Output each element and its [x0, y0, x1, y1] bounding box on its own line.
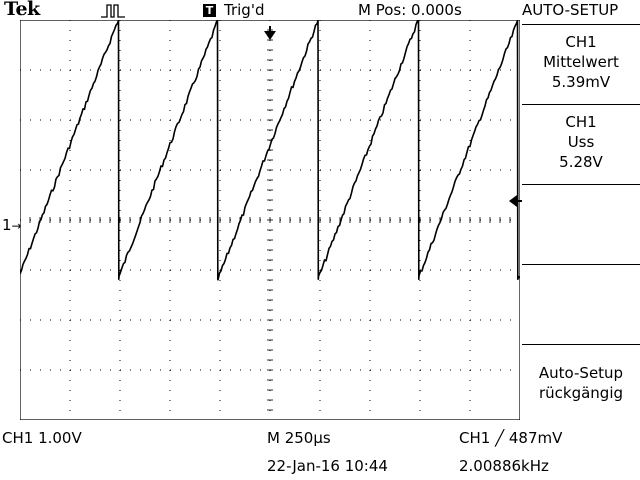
tek-logo: Tek [4, 0, 40, 20]
measurement-channel: CH1 [565, 113, 597, 131]
measurement-channel: CH1 [565, 33, 597, 51]
menu-divider [522, 24, 640, 25]
graticule [20, 20, 520, 420]
frequency: 2.00886kHz [459, 457, 549, 475]
main-position: M Pos: 0.000s [358, 1, 462, 19]
ch1-marker-arrow-icon: → [11, 219, 22, 233]
menu-divider [522, 104, 640, 105]
trigger-status: Trig'd [224, 1, 265, 19]
measurement-mean[interactable]: CH1 Mittelwert 5.39mV [522, 32, 640, 92]
undo-label-line2: rückgängig [538, 384, 624, 402]
acquisition-run-icon [101, 4, 125, 18]
trigger-position-arrow-icon [264, 26, 276, 40]
trigger-level-arrow-icon [509, 195, 522, 207]
autosetup-undo-button[interactable]: Auto-Setup rückgängig [522, 363, 640, 403]
timebase: M 250µs [267, 429, 331, 447]
autosetup-title: AUTO-SETUP [522, 1, 619, 19]
trigger-info: CH1 ╱ 487mV [459, 429, 563, 447]
ch1-marker: 1→ [2, 216, 22, 235]
ch1-waveform [20, 20, 520, 281]
menu-divider [522, 264, 640, 265]
trigger-badge: T [203, 4, 216, 17]
undo-label-line1: Auto-Setup [538, 364, 624, 382]
measurement-label: Uss [567, 133, 595, 151]
measurement-value: 5.39mV [551, 73, 611, 91]
menu-divider [522, 184, 640, 185]
ch1-scale: CH1 1.00V [2, 429, 82, 447]
date-time: 22-Jan-16 10:44 [267, 457, 388, 475]
measurement-peak-to-peak[interactable]: CH1 Uss 5.28V [522, 112, 640, 172]
measurement-label: Mittelwert [543, 53, 619, 71]
measurement-value: 5.28V [559, 153, 603, 171]
oscilloscope-screen[interactable] [20, 20, 520, 420]
ch1-marker-label: 1 [2, 216, 12, 234]
menu-divider [522, 344, 640, 345]
